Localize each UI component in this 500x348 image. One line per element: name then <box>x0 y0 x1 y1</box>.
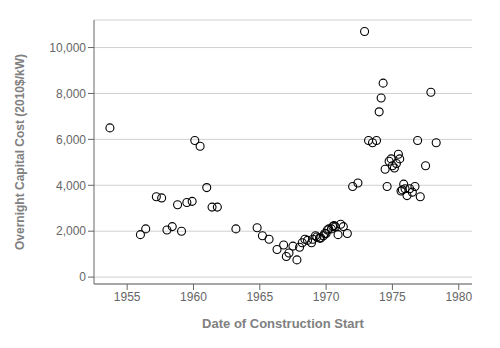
svg-text:1960: 1960 <box>180 290 207 304</box>
svg-text:2,000: 2,000 <box>56 224 86 238</box>
svg-text:1980: 1980 <box>445 290 472 304</box>
svg-text:Date of Construction Start: Date of Construction Start <box>202 316 364 331</box>
svg-text:1955: 1955 <box>114 290 141 304</box>
svg-text:8,000: 8,000 <box>56 87 86 101</box>
svg-text:6,000: 6,000 <box>56 133 86 147</box>
svg-text:1975: 1975 <box>379 290 406 304</box>
svg-text:10,000: 10,000 <box>49 41 86 55</box>
svg-text:1970: 1970 <box>313 290 340 304</box>
svg-text:Overnight Capital Cost (2010$/: Overnight Capital Cost (2010$/kW) <box>13 54 27 250</box>
svg-text:0: 0 <box>79 270 86 284</box>
svg-text:1965: 1965 <box>246 290 273 304</box>
svg-text:4,000: 4,000 <box>56 179 86 193</box>
